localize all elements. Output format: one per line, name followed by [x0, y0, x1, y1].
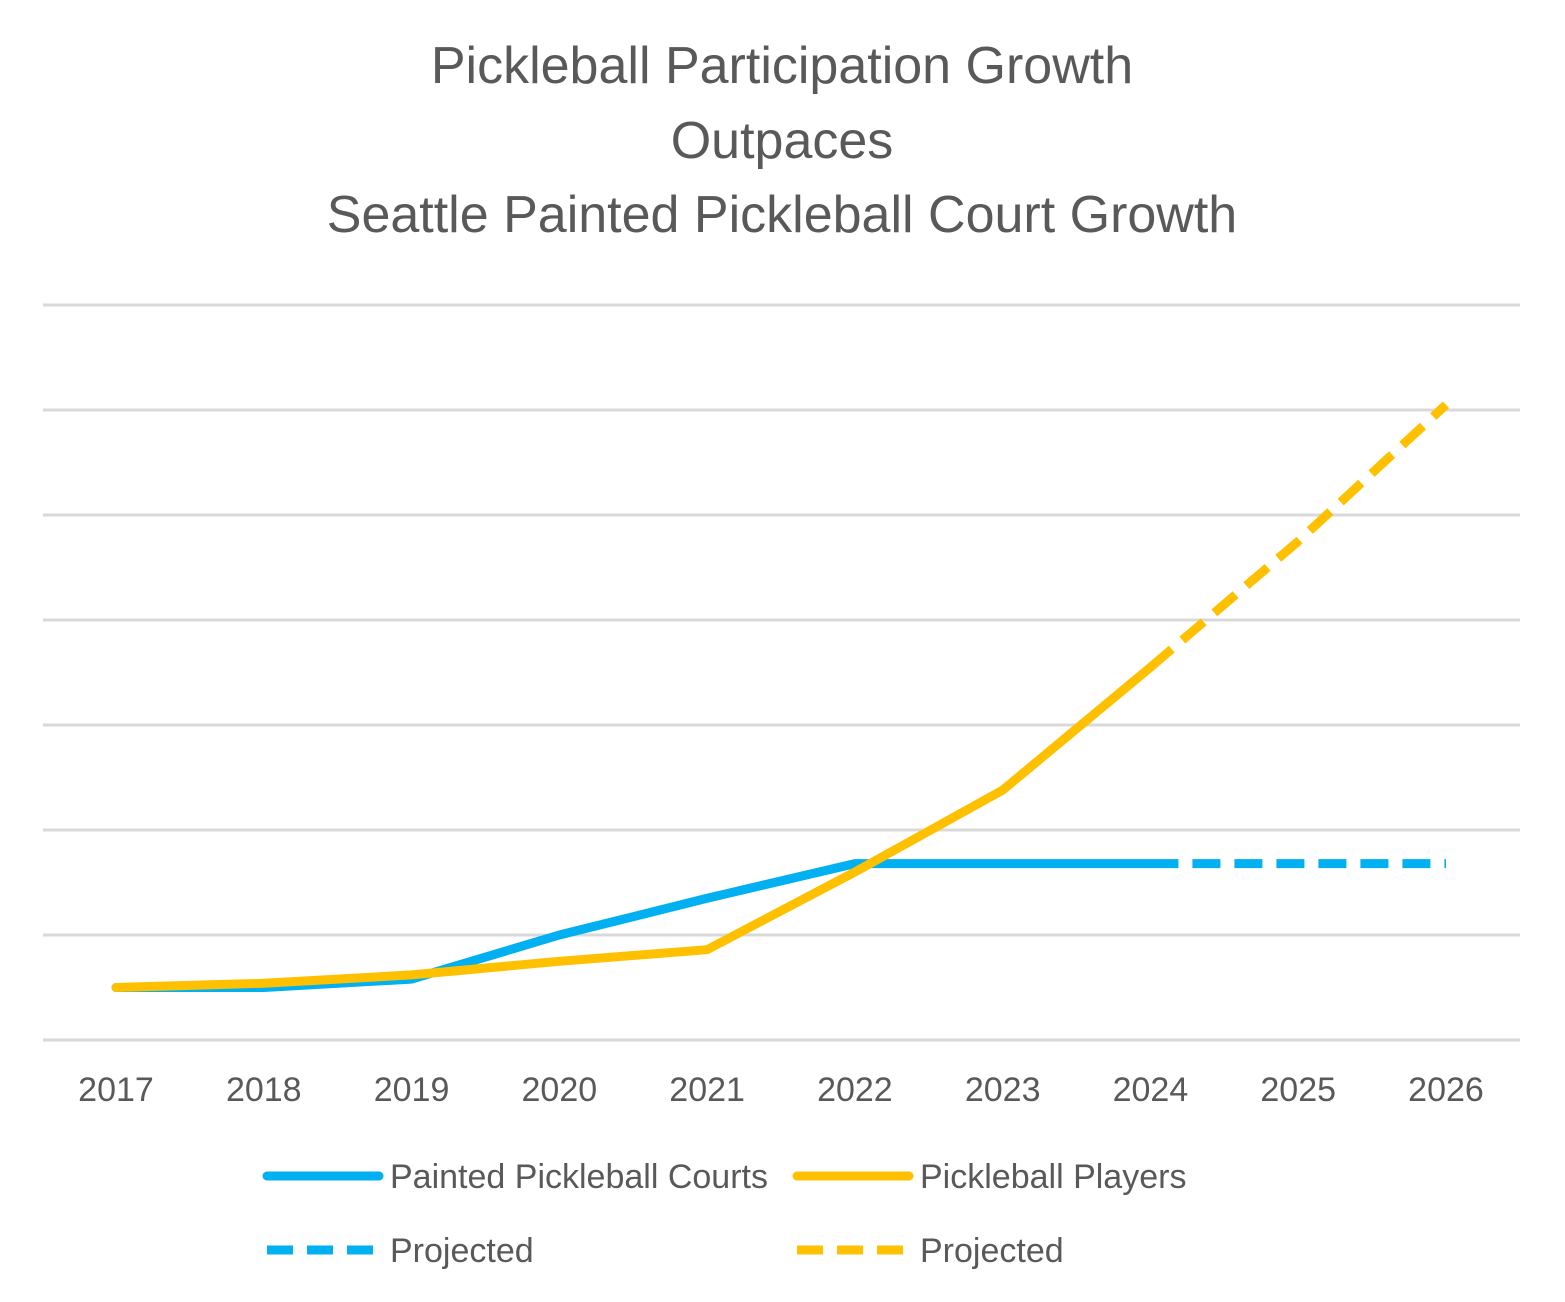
series-line-players: [111, 662, 1155, 992]
x-tick-label: 2025: [1260, 1071, 1336, 1109]
x-axis-tick-labels: 2017 2018 2019 2020 2021 2022 2023 2024 2025 2026: [78, 1071, 1484, 1109]
chart-title-line-2: Outpaces: [671, 112, 894, 170]
x-tick-label: 2023: [965, 1071, 1041, 1109]
legend-label: Projected: [390, 1232, 534, 1270]
x-tick-label: 2018: [226, 1071, 302, 1109]
x-tick-label: 2021: [669, 1071, 745, 1109]
projected-line-players: [1147, 401, 1450, 671]
x-tick-label: 2024: [1113, 1071, 1189, 1109]
legend: Painted Pickleball Courts Pickleball Play…: [262, 1158, 1186, 1270]
legend-label: Projected: [920, 1232, 1064, 1270]
x-tick-label: 2026: [1408, 1071, 1484, 1109]
x-tick-label: 2019: [374, 1071, 450, 1109]
chart-title-line-1: Pickleball Participation Growth: [431, 37, 1133, 95]
chart-title-line-3: Seattle Painted Pickleball Court Growth: [327, 186, 1237, 244]
chart-title: Pickleball Participation Growth Outpaces…: [327, 37, 1237, 244]
x-tick-label: 2020: [522, 1071, 598, 1109]
x-tick-label: 2017: [78, 1071, 154, 1109]
legend-label: Painted Pickleball Courts: [390, 1158, 768, 1196]
legend-label: Pickleball Players: [920, 1158, 1186, 1196]
x-tick-label: 2022: [817, 1071, 893, 1109]
plot-area: [111, 401, 1450, 992]
gridlines: [43, 303, 1520, 1042]
series-line-courts: [111, 859, 1155, 992]
